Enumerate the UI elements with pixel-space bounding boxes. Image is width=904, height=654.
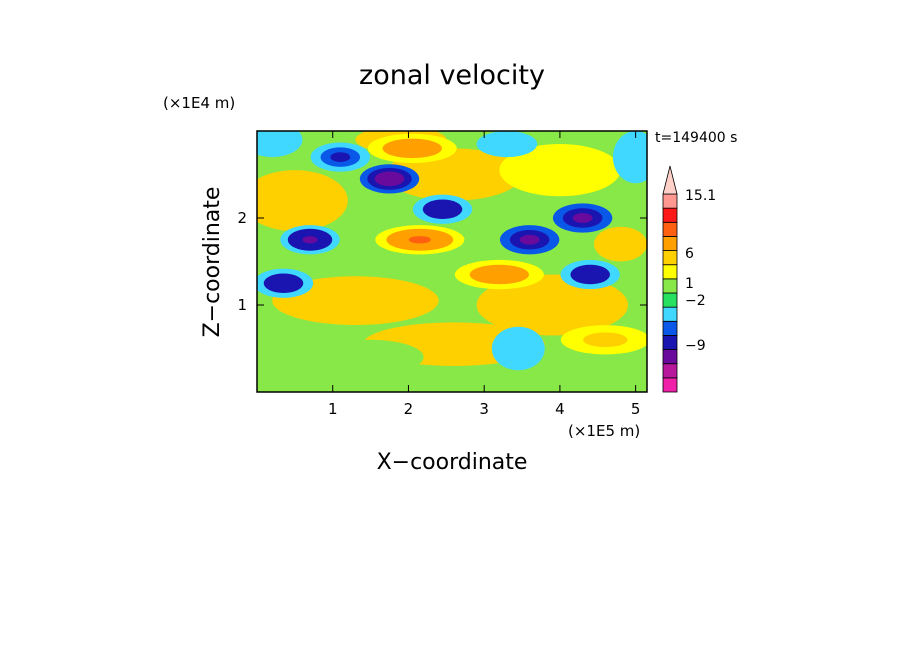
y-axis-label: Z−coordinate	[200, 187, 225, 338]
colorbar-label: 15.1	[685, 188, 716, 204]
plot-frame	[256, 130, 648, 393]
field-region	[593, 226, 647, 262]
colorbar-segment	[662, 250, 678, 266]
jet-feature	[572, 213, 593, 223]
jet-feature	[583, 332, 628, 348]
colorbar-extend	[662, 165, 678, 195]
colorbar-segment	[662, 320, 678, 336]
x-unit-label: (×1E5 m)	[568, 422, 640, 440]
colorbar-segment	[662, 236, 678, 251]
jet-feature	[397, 143, 428, 154]
jet-feature	[408, 236, 431, 244]
field-region	[257, 331, 326, 375]
colorbar-segment	[662, 335, 678, 350]
x-axis: 1 2 3 4 5	[328, 131, 640, 418]
x-tick-label: 5	[631, 400, 641, 418]
jet-feature	[330, 152, 351, 162]
colorbar-segment	[662, 207, 678, 223]
colorbar-segment	[662, 193, 678, 209]
jet-feature	[580, 269, 601, 280]
colorbar-label: −9	[685, 338, 706, 354]
colorbar-segment	[662, 264, 678, 280]
velocity-field	[257, 131, 647, 375]
field-region	[257, 170, 348, 232]
x-tick-label: 4	[555, 400, 565, 418]
x-tick-label: 2	[404, 400, 414, 418]
y-tick-label: 1	[237, 296, 247, 314]
x-axis-label: X−coordinate	[377, 450, 528, 475]
colorbar-segment	[662, 278, 678, 294]
field-region	[491, 326, 545, 371]
jet-feature	[519, 234, 540, 245]
field-region	[317, 339, 424, 375]
field-region	[476, 274, 629, 336]
plot-area	[257, 131, 647, 392]
colorbar-segment	[662, 363, 678, 379]
colorbar: 15.1 6 1−2 −9	[662, 165, 716, 393]
colorbar-label: −2	[685, 293, 706, 309]
colorbar-label: 1	[685, 276, 694, 292]
field-region	[499, 144, 621, 197]
colorbar-segment	[662, 377, 678, 393]
field-region	[612, 131, 647, 184]
jet-feature	[273, 278, 294, 289]
colorbar-segment	[662, 306, 678, 322]
y-unit-label: (×1E4 m)	[163, 94, 235, 112]
colorbar-label: 6	[685, 246, 694, 262]
colorbar-segment	[662, 221, 678, 237]
jet-feature	[484, 269, 515, 280]
x-tick-label: 1	[328, 400, 338, 418]
field-region	[272, 276, 439, 326]
colorbar-segment	[662, 349, 678, 365]
chart-title: zonal velocity	[359, 60, 545, 91]
x-tick-label: 3	[479, 400, 489, 418]
jet-feature	[382, 175, 397, 183]
time-label: t=149400 s	[655, 130, 737, 146]
field-region	[257, 131, 303, 158]
y-axis: 12	[237, 209, 647, 314]
y-tick-label: 2	[237, 209, 247, 227]
jet-feature	[432, 204, 453, 215]
colorbar-segment	[662, 292, 678, 308]
field-region	[476, 131, 538, 158]
jet-feature	[302, 236, 318, 244]
